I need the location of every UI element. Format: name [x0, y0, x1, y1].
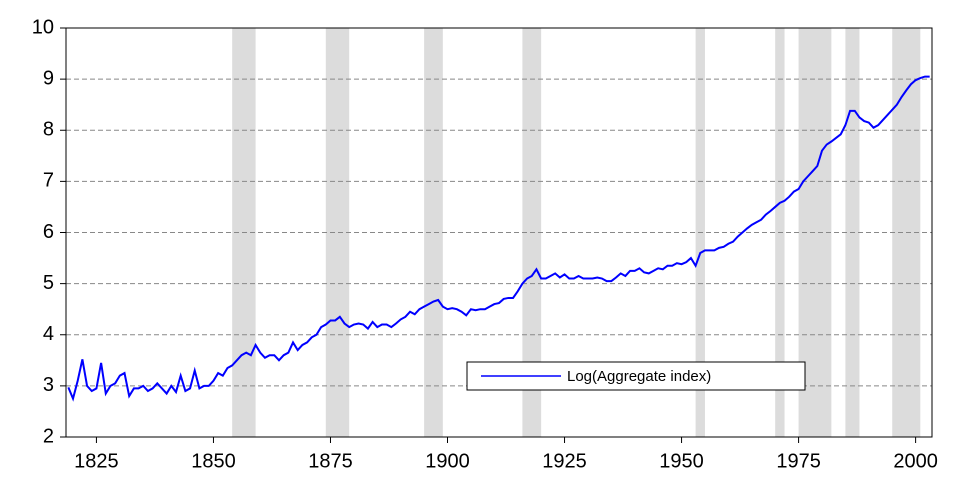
legend: Log(Aggregate index): [466, 361, 806, 391]
y-tick-label: 10: [32, 16, 54, 38]
x-tick-label: 1825: [74, 450, 119, 472]
x-tick-label: 1975: [776, 450, 821, 472]
data-line: [67, 75, 930, 402]
y-tick-label: 7: [43, 170, 54, 192]
shaded-period: [325, 28, 350, 437]
x-tick-label: 1925: [542, 450, 587, 472]
y-tick-label: 4: [43, 323, 54, 345]
y-tick-label: 8: [43, 119, 54, 141]
x-tick-label: 1875: [308, 450, 353, 472]
y-tick-label: 2: [43, 425, 54, 447]
x-tick-label: 1900: [425, 450, 470, 472]
plot-frame: [65, 27, 933, 438]
y-tick-label: 5: [43, 272, 54, 294]
y-tick-label: 6: [43, 221, 54, 243]
x-tick-label: 1850: [191, 450, 236, 472]
x-tick-label: 1950: [659, 450, 704, 472]
y-tick-label: 3: [43, 374, 54, 396]
y-tick-label: 9: [43, 67, 54, 89]
legend-label: Log(Aggregate index): [567, 368, 711, 385]
x-tick-label: 2000: [893, 450, 938, 472]
